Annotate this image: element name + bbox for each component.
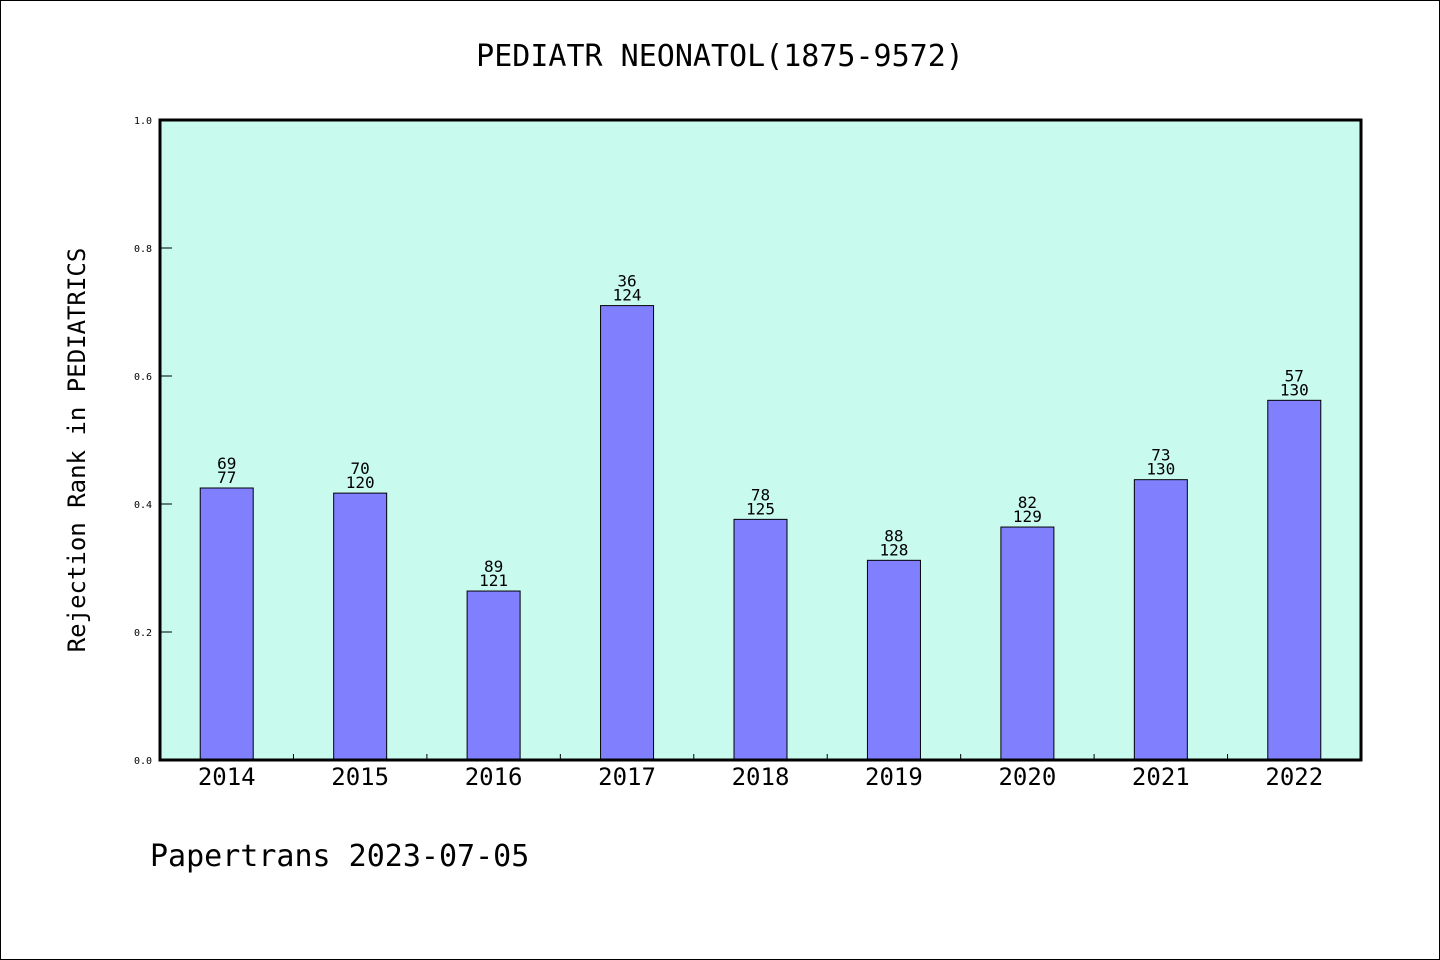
bar-label-bottom: 130 [1280,380,1309,399]
bar-label-top: 88 [884,526,903,545]
bar-label-top: 82 [1018,493,1037,512]
x-tick-label: 2020 [998,763,1056,791]
chart-title: PEDIATR NEONATOL(1875-9572) [476,39,964,74]
bar-label-top: 78 [751,485,770,504]
bar-label-top: 69 [217,454,236,473]
y-tick-label: 0.4 [134,500,152,511]
plot-frame [158,118,1363,762]
bar-2017 [600,305,655,761]
bar-label-top: 70 [351,459,370,478]
x-tick-label: 2022 [1265,763,1323,791]
x-tick-label: 2018 [732,763,790,791]
bar-label-bottom: 129 [1013,507,1042,526]
bar-label-top: 89 [484,557,503,576]
bar-label-bottom: 130 [1146,460,1175,479]
y-tick-label: 0.2 [134,628,152,639]
y-axis-label: Rejection Rank in PEDIATRICS [63,248,91,653]
bar-label-top: 73 [1151,446,1170,465]
bar-2022 [1267,399,1322,761]
bar-label-bottom: 120 [346,473,375,492]
bar-2014 [199,487,254,761]
y-tick-label: 1.0 [134,116,152,127]
bar-2015 [333,492,388,761]
bar-label-bottom: 77 [217,468,236,487]
x-tick-label: 2014 [198,763,256,791]
bar-2019 [866,559,921,761]
bar-label-bottom: 125 [746,499,775,518]
x-tick-label: 2019 [865,763,923,791]
footer-text: Papertrans 2023-07-05 [150,839,529,874]
x-tick-label: 2015 [331,763,389,791]
bar-2016 [466,590,521,761]
bar-label-bottom: 128 [879,540,908,559]
y-tick-label: 0.6 [134,372,152,383]
bar-label-bottom: 121 [479,571,508,590]
bar-2021 [1133,479,1188,761]
y-tick-label: 0.8 [134,244,152,255]
x-tick-label: 2017 [598,763,656,791]
y-tick-label: 0.0 [134,756,152,767]
bar-label-bottom: 124 [613,286,642,305]
bar-2018 [733,518,788,761]
bar-label-top: 57 [1285,366,1304,385]
x-tick-label: 2016 [465,763,523,791]
bar-label-top: 36 [617,272,636,291]
bar-2020 [1000,526,1055,761]
x-tick-label: 2021 [1132,763,1190,791]
